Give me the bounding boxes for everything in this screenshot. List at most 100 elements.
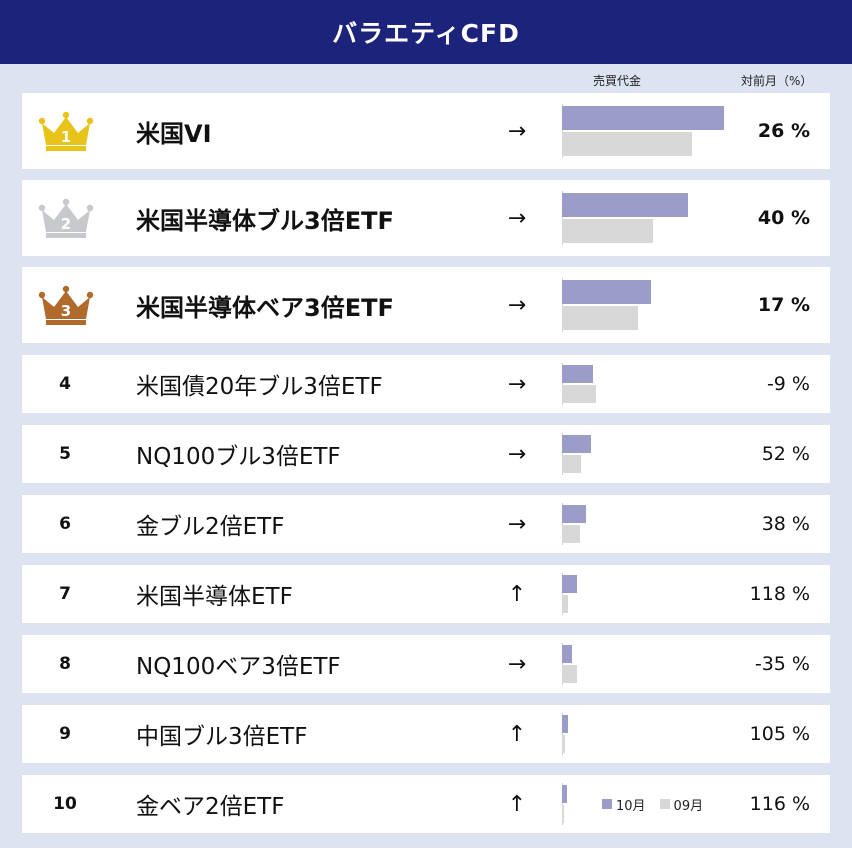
- arrow-up-icon: ↑: [507, 721, 527, 747]
- bar-oct: [562, 435, 592, 453]
- rank-cell: 2: [22, 180, 108, 256]
- mom-value: 40 %: [757, 207, 810, 229]
- legend-item: 09月: [659, 795, 704, 814]
- column-header-mom: 対前月（%）: [741, 74, 813, 88]
- bar-oct: [562, 645, 572, 663]
- rank-cell: 1: [22, 93, 108, 169]
- rank-cell: 4: [22, 355, 108, 413]
- bar-sep: [562, 385, 597, 403]
- bar-sep: [562, 306, 639, 330]
- ranking-row: 10 金ベア2倍ETF ↑ 10月 09月 116 %: [22, 775, 830, 833]
- rank-cell: 10: [22, 775, 108, 833]
- bar-sep: [562, 735, 566, 753]
- product-name: NQ100ベア3倍ETF: [136, 654, 341, 680]
- rank-number: 2: [61, 215, 71, 233]
- ranking-row: 8 NQ100ベア3倍ETF → -35 %: [22, 635, 830, 693]
- arrow-up-icon: ↑: [507, 581, 527, 607]
- bar-axis: [562, 278, 563, 332]
- page-title: バラエティCFD: [332, 19, 520, 48]
- arrow-right-icon: →: [507, 511, 527, 537]
- bar-oct: [562, 106, 724, 130]
- rank-cell: 5: [22, 425, 108, 483]
- legend-label: 10月: [616, 798, 646, 814]
- rank-number: 3: [61, 302, 71, 320]
- product-name: 中国ブル3倍ETF: [136, 724, 308, 750]
- bar-sep: [562, 665, 577, 683]
- crown-icon: 3: [38, 285, 94, 325]
- legend-swatch: [602, 799, 612, 809]
- product-name: 米国半導体ベア3倍ETF: [136, 293, 394, 322]
- bar-oct: [562, 193, 689, 217]
- bar-sep: [562, 805, 565, 823]
- rank-cell: 9: [22, 705, 108, 763]
- mom-value: 52 %: [761, 443, 810, 465]
- bar-axis: [562, 433, 563, 475]
- product-name: 米国債20年ブル3倍ETF: [136, 374, 383, 400]
- bar-oct: [562, 785, 567, 803]
- ranking-row: 4 米国債20年ブル3倍ETF → -9 %: [22, 355, 830, 413]
- bar-axis: [562, 363, 563, 405]
- ranking-row: 7 米国半導体ETF ↑ 118 %: [22, 565, 830, 623]
- rank-number: 7: [59, 584, 71, 604]
- bar-axis: [562, 104, 563, 158]
- rank-number: 1: [61, 128, 71, 146]
- arrow-right-icon: →: [507, 292, 527, 318]
- ranking-row: 1 米国VI → 26 %: [22, 93, 830, 169]
- mom-value: 116 %: [749, 793, 810, 815]
- rank-cell: 3: [22, 267, 108, 343]
- rank-cell: 8: [22, 635, 108, 693]
- bar-oct: [562, 575, 577, 593]
- bar-oct: [562, 365, 593, 383]
- bar-oct: [562, 715, 569, 733]
- chart-legend: 10月 09月: [602, 775, 717, 833]
- arrow-right-icon: →: [507, 371, 527, 397]
- column-header-volume: 売買代金: [593, 74, 642, 88]
- rank-cell: 7: [22, 565, 108, 623]
- ranking-row: 9 中国ブル3倍ETF ↑ 105 %: [22, 705, 830, 763]
- bar-axis: [562, 783, 563, 825]
- product-name: 米国半導体ETF: [136, 584, 293, 610]
- bar-axis: [562, 191, 563, 245]
- rank-number: 5: [59, 444, 71, 464]
- product-name: 金ブル2倍ETF: [136, 514, 285, 540]
- product-name: 米国VI: [136, 119, 212, 148]
- mom-value: 105 %: [749, 723, 810, 745]
- mom-value: 26 %: [757, 120, 810, 142]
- product-name: 米国半導体ブル3倍ETF: [136, 206, 394, 235]
- rank-number: 9: [59, 724, 71, 744]
- legend-swatch: [659, 799, 670, 809]
- bar-sep: [562, 525, 580, 543]
- product-name: 金ベア2倍ETF: [136, 794, 285, 820]
- arrow-right-icon: →: [507, 651, 527, 677]
- ranking-row: 5 NQ100ブル3倍ETF → 52 %: [22, 425, 830, 483]
- bar-sep: [562, 219, 653, 243]
- arrow-up-icon: ↑: [507, 791, 527, 817]
- arrow-right-icon: →: [507, 118, 527, 144]
- mom-value: 118 %: [749, 583, 810, 605]
- rank-number: 6: [59, 514, 71, 534]
- rank-number: 10: [53, 794, 77, 814]
- mom-value: 17 %: [757, 294, 810, 316]
- rank-number: 8: [59, 654, 71, 674]
- bar-axis: [562, 503, 563, 545]
- product-name: NQ100ブル3倍ETF: [136, 444, 341, 470]
- bar-sep: [562, 595, 569, 613]
- mom-value: 38 %: [761, 513, 810, 535]
- bar-axis: [562, 643, 563, 685]
- legend-label: 09月: [673, 798, 704, 814]
- bar-axis: [562, 573, 563, 615]
- bar-axis: [562, 713, 563, 755]
- ranking-row: 3 米国半導体ベア3倍ETF → 17 %: [22, 267, 830, 343]
- bar-sep: [562, 455, 582, 473]
- bar-sep: [562, 132, 692, 156]
- bar-oct: [562, 505, 587, 523]
- rank-cell: 6: [22, 495, 108, 553]
- mom-value: -35 %: [754, 653, 810, 675]
- crown-icon: 1: [38, 111, 94, 151]
- mom-value: -9 %: [766, 373, 810, 395]
- legend-item: 10月: [602, 795, 646, 814]
- arrow-right-icon: →: [507, 441, 527, 467]
- ranking-row: 6 金ブル2倍ETF → 38 %: [22, 495, 830, 553]
- rank-number: 4: [59, 374, 71, 394]
- crown-icon: 2: [38, 198, 94, 238]
